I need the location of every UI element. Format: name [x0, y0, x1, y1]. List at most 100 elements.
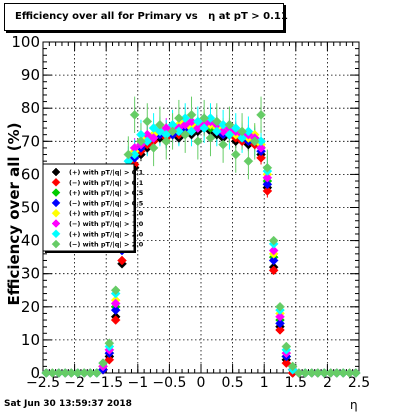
x-tick-label: −1 — [127, 375, 148, 391]
data-point — [268, 235, 279, 246]
x-tick-label: 0.5 — [221, 375, 243, 391]
data-point — [180, 119, 191, 130]
timestamp: Sat Jun 30 13:59:37 2018 — [4, 399, 132, 409]
legend-label: (−) with pT/|q| > 0.1 — [69, 179, 144, 188]
y-tick-label: 40 — [21, 232, 40, 250]
data-point — [275, 301, 285, 312]
data-point — [117, 255, 127, 266]
data-point — [129, 109, 140, 120]
data-point — [167, 126, 178, 137]
data-point — [249, 136, 260, 147]
legend-label: (+) with pT/|q| > 2.0 — [69, 230, 144, 239]
legend-marker — [51, 188, 61, 197]
y-axis-label: Efficiency over all (%) — [5, 122, 23, 306]
data-point — [192, 116, 203, 127]
x-tick-label: 1.5 — [285, 375, 307, 391]
data-point — [174, 113, 184, 123]
legend-label: (−) with pT/|q| > 1.0 — [69, 220, 144, 229]
data-point — [104, 354, 115, 365]
data-point — [268, 245, 279, 256]
data-point — [155, 119, 165, 130]
data-point — [262, 186, 273, 196]
x-tick-label: −0.5 — [152, 375, 186, 391]
data-point — [148, 133, 159, 143]
data-point — [230, 123, 241, 133]
x-tick-label: −1.5 — [89, 375, 123, 391]
data-point — [110, 305, 121, 315]
y-tick-label: 50 — [21, 199, 40, 217]
legend-label: (−) with pT/|q| > 0.5 — [69, 199, 144, 208]
data-point — [186, 126, 197, 137]
data-point — [98, 358, 108, 368]
data-point — [262, 162, 273, 173]
data-point — [148, 143, 159, 153]
data-point — [91, 368, 102, 378]
data-point — [148, 123, 159, 133]
data-point — [161, 136, 172, 147]
legend-label: (+) with pT/|q| > 0.5 — [69, 189, 144, 198]
y-tick-label: 0 — [30, 364, 40, 382]
legend-shadow-bottom — [45, 251, 136, 253]
data-point — [243, 156, 254, 167]
data-point — [142, 116, 153, 127]
data-points — [41, 109, 361, 378]
data-point — [230, 149, 241, 160]
legend-label: (+) with pT/|q| > 1.0 — [69, 210, 144, 219]
x-tick-label: −2.5 — [26, 375, 60, 391]
y-tick-label: 70 — [21, 132, 40, 150]
data-point — [281, 341, 292, 352]
legend-label: (−) with pT/|q| > 2.0 — [69, 241, 144, 250]
x-tick-label: 1 — [260, 375, 269, 391]
data-point — [211, 126, 222, 137]
data-point — [268, 255, 279, 266]
data-point — [104, 338, 115, 349]
legend-marker — [51, 219, 61, 228]
data-point — [350, 368, 361, 378]
data-point — [110, 285, 121, 296]
y-tick-label: 80 — [21, 99, 40, 117]
data-point — [136, 136, 146, 147]
data-point — [256, 152, 266, 163]
data-point — [186, 109, 197, 120]
legend-label: (+) with pT/|q| > 0.1 — [69, 169, 144, 178]
y-tick-label: 90 — [21, 66, 40, 84]
data-point — [110, 315, 121, 325]
x-tick-label: 2.5 — [348, 375, 370, 391]
legend-shadow-right — [134, 166, 136, 253]
data-point — [218, 139, 228, 150]
tick-labels: −2.5 −2 −1.5 −1 −0.5 0 0.5 1 1.5 2 2.5 0 10 20 30 40 50 6… — [11, 33, 370, 391]
y-tick-label: 30 — [21, 265, 40, 283]
data-point — [275, 311, 285, 322]
title-box: Efficiency over all for Primary vs η at … — [4, 3, 288, 31]
y-tick-label: 60 — [21, 165, 40, 183]
x-tick-label: −2 — [64, 375, 85, 391]
data-point — [180, 129, 191, 140]
data-point — [237, 133, 247, 143]
data-point — [262, 172, 273, 183]
data-point — [199, 123, 210, 133]
y-tick-label: 100 — [11, 33, 40, 51]
legend-marker — [51, 167, 61, 177]
data-point — [205, 133, 216, 143]
data-point — [256, 109, 266, 120]
data-point — [268, 265, 279, 276]
legend: (+) with pT/|q| > 0.1(−) with pT/|q| > 0… — [42, 163, 144, 253]
data-point — [237, 126, 247, 137]
x-tick-label: 0 — [197, 375, 206, 391]
data-point — [155, 126, 165, 137]
data-point — [281, 358, 292, 368]
legend-marker — [51, 208, 61, 218]
data-point — [192, 136, 203, 147]
data-point — [110, 298, 121, 309]
chart-title: Efficiency over all for Primary vs η at … — [15, 11, 288, 22]
data-point — [275, 318, 285, 329]
data-point — [287, 361, 298, 372]
x-tick-label: 2 — [323, 375, 332, 391]
data-point — [224, 119, 235, 130]
legend-marker — [51, 229, 61, 239]
legend-marker — [51, 239, 61, 249]
legend-marker — [51, 177, 61, 187]
x-axis-label: η — [350, 398, 358, 412]
data-point — [256, 143, 266, 153]
